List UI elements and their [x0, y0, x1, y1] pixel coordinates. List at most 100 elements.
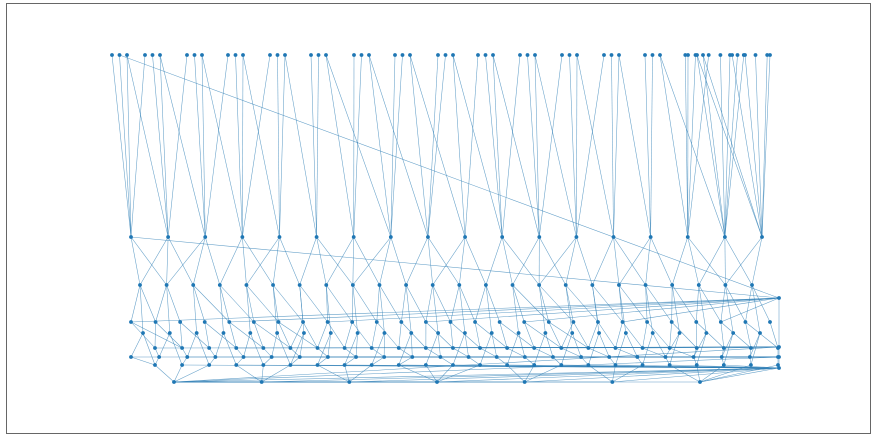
- graph-node: [537, 235, 542, 239]
- graph-node: [315, 363, 320, 367]
- edge: [436, 367, 780, 383]
- edge: [571, 332, 582, 358]
- edge: [316, 236, 354, 286]
- edge: [501, 54, 521, 238]
- graph-node: [129, 235, 133, 239]
- graph-node: [350, 320, 355, 324]
- edge: [317, 321, 328, 349]
- graph-node: [723, 283, 728, 287]
- graph-node: [570, 331, 575, 335]
- edge: [452, 332, 466, 366]
- edge: [368, 54, 429, 238]
- edge: [427, 54, 439, 238]
- edge: [669, 321, 672, 349]
- edge: [130, 321, 156, 349]
- edge: [352, 236, 392, 286]
- graph-node: [382, 355, 387, 359]
- edge: [326, 236, 354, 286]
- graph-node: [494, 355, 499, 359]
- edge: [223, 332, 237, 366]
- edge: [687, 236, 700, 286]
- graph-node: [328, 331, 333, 335]
- graph-node: [241, 355, 246, 359]
- graph-node: [347, 380, 352, 384]
- edge: [229, 297, 780, 323]
- graph-node: [747, 355, 752, 359]
- graph-node: [359, 53, 364, 57]
- edge: [253, 321, 264, 349]
- graph-node: [351, 235, 356, 239]
- graph-node: [367, 53, 371, 57]
- edge: [352, 236, 354, 286]
- edge: [299, 332, 305, 358]
- edge: [725, 236, 763, 286]
- graph-node: [194, 331, 199, 335]
- edge: [459, 236, 466, 286]
- edge: [130, 356, 156, 366]
- edge: [588, 332, 600, 366]
- graph-node: [150, 53, 155, 57]
- edge: [720, 54, 726, 238]
- graph-node: [166, 235, 171, 239]
- graph-node: [233, 53, 238, 57]
- edge: [192, 236, 206, 286]
- edge: [398, 347, 413, 358]
- graph-node: [276, 320, 281, 324]
- edge: [166, 284, 171, 334]
- edge: [512, 236, 540, 286]
- graph-node: [269, 355, 274, 359]
- graph-node: [685, 235, 690, 239]
- graph-node: [567, 53, 572, 57]
- graph-node: [516, 331, 521, 335]
- edge: [499, 321, 535, 349]
- graph-node: [602, 53, 606, 57]
- edge: [524, 367, 780, 383]
- edge: [761, 54, 768, 238]
- edge: [539, 236, 566, 286]
- edge: [527, 54, 540, 238]
- edge: [299, 284, 305, 334]
- edge: [548, 321, 589, 349]
- graph-node: [271, 283, 275, 287]
- graph-node: [694, 346, 699, 350]
- graph-node: [640, 346, 645, 350]
- edge: [376, 284, 380, 323]
- edge: [119, 54, 132, 238]
- graph-node: [522, 380, 527, 384]
- edge: [534, 54, 577, 238]
- edge: [130, 332, 144, 358]
- edge: [344, 347, 357, 358]
- graph-node: [315, 346, 320, 350]
- edge: [552, 356, 562, 366]
- edge: [325, 284, 328, 323]
- edge: [169, 332, 183, 366]
- graph-node: [730, 53, 734, 57]
- graph-node: [234, 363, 239, 367]
- graph-node: [613, 346, 618, 350]
- edge: [355, 332, 358, 358]
- edge: [317, 347, 329, 358]
- edge: [263, 347, 272, 358]
- graph-node: [185, 355, 190, 359]
- edge: [723, 332, 734, 366]
- graph-node: [691, 355, 696, 359]
- edge: [450, 284, 460, 323]
- graph-node: [393, 53, 397, 57]
- edge: [193, 284, 230, 323]
- graph-node: [110, 53, 114, 57]
- graph-node: [617, 283, 621, 287]
- edge: [669, 332, 680, 366]
- edge: [371, 356, 385, 366]
- edge: [410, 332, 413, 358]
- edge: [725, 284, 734, 334]
- graph-node: [648, 235, 653, 239]
- graph-node: [261, 346, 266, 350]
- graph-node: [476, 53, 480, 57]
- edge: [325, 284, 332, 334]
- edge: [204, 54, 229, 238]
- edge: [139, 284, 144, 334]
- edge: [139, 284, 156, 323]
- edge: [464, 332, 469, 358]
- edge: [316, 236, 327, 286]
- edge: [576, 236, 593, 286]
